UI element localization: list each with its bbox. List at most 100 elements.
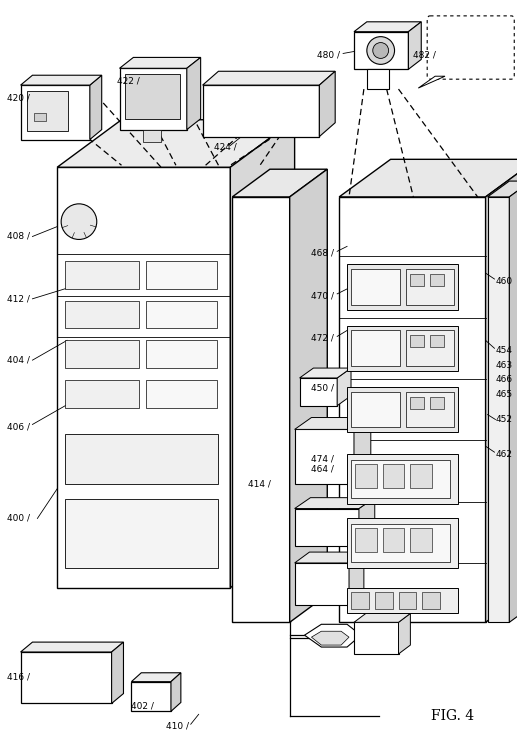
- Text: 400 /: 400 /: [7, 514, 30, 523]
- Bar: [410, 396, 424, 408]
- Polygon shape: [230, 120, 295, 588]
- Polygon shape: [120, 58, 201, 68]
- Text: 460: 460: [496, 277, 513, 286]
- Polygon shape: [418, 76, 445, 88]
- Bar: [146, 301, 217, 328]
- Polygon shape: [354, 613, 410, 622]
- Bar: [410, 274, 424, 286]
- Bar: [300, 378, 337, 405]
- Polygon shape: [300, 368, 351, 378]
- Text: 420 /: 420 /: [7, 94, 30, 102]
- Bar: [65, 261, 139, 289]
- Bar: [295, 509, 359, 546]
- Polygon shape: [339, 159, 520, 197]
- Polygon shape: [112, 642, 123, 703]
- Text: 454: 454: [496, 346, 512, 355]
- Bar: [144, 129, 161, 141]
- Bar: [383, 464, 405, 488]
- Polygon shape: [295, 417, 371, 429]
- Polygon shape: [57, 120, 295, 168]
- Bar: [146, 340, 217, 368]
- Text: 422 /: 422 /: [116, 76, 139, 86]
- Bar: [422, 592, 440, 610]
- Bar: [65, 435, 218, 484]
- Bar: [347, 518, 458, 568]
- Bar: [354, 622, 398, 654]
- Text: 468 /: 468 /: [311, 249, 334, 258]
- Bar: [410, 464, 432, 488]
- Text: 408 /: 408 /: [7, 232, 30, 241]
- Bar: [430, 335, 444, 347]
- Bar: [347, 387, 458, 432]
- Polygon shape: [295, 552, 364, 563]
- Text: 410 /: 410 /: [166, 722, 189, 731]
- Bar: [430, 396, 444, 408]
- Polygon shape: [488, 181, 520, 197]
- Text: 466: 466: [496, 375, 513, 384]
- Polygon shape: [337, 368, 351, 405]
- Circle shape: [367, 37, 395, 64]
- Bar: [203, 85, 319, 137]
- Text: 424 /: 424 /: [214, 143, 237, 152]
- Bar: [355, 528, 376, 552]
- Bar: [57, 168, 230, 588]
- Polygon shape: [509, 181, 520, 622]
- Bar: [347, 454, 458, 503]
- Bar: [351, 460, 450, 497]
- Bar: [351, 331, 400, 366]
- Bar: [146, 261, 217, 289]
- Text: 462: 462: [496, 450, 512, 459]
- Bar: [34, 113, 46, 120]
- Polygon shape: [349, 552, 364, 604]
- FancyBboxPatch shape: [427, 16, 514, 79]
- Text: 482 /: 482 /: [413, 51, 436, 60]
- Polygon shape: [354, 417, 371, 484]
- Polygon shape: [290, 169, 327, 622]
- Bar: [410, 528, 432, 552]
- Bar: [65, 499, 218, 568]
- Polygon shape: [311, 631, 349, 645]
- Polygon shape: [21, 642, 123, 652]
- Bar: [410, 335, 424, 347]
- Bar: [351, 592, 369, 610]
- Bar: [132, 681, 171, 711]
- Text: FIG. 4: FIG. 4: [432, 709, 474, 723]
- Polygon shape: [359, 497, 375, 546]
- Bar: [295, 563, 349, 604]
- Text: 472 /: 472 /: [311, 334, 334, 343]
- Bar: [351, 269, 400, 304]
- Circle shape: [61, 204, 97, 239]
- Bar: [146, 380, 217, 408]
- Text: 480 /: 480 /: [317, 51, 341, 60]
- Polygon shape: [408, 22, 421, 70]
- Bar: [351, 524, 450, 562]
- Polygon shape: [171, 672, 181, 711]
- Polygon shape: [187, 58, 201, 129]
- Bar: [375, 592, 393, 610]
- Bar: [407, 269, 454, 304]
- Bar: [355, 464, 376, 488]
- Bar: [354, 31, 408, 70]
- Bar: [27, 91, 68, 131]
- Polygon shape: [232, 169, 327, 197]
- Text: 414 /: 414 /: [248, 479, 271, 488]
- Bar: [488, 197, 509, 622]
- Text: 450 /: 450 /: [311, 384, 334, 393]
- Text: 404 /: 404 /: [7, 355, 30, 364]
- Bar: [21, 652, 112, 703]
- Bar: [367, 70, 388, 89]
- Polygon shape: [295, 497, 375, 509]
- Text: 416 /: 416 /: [7, 672, 30, 681]
- Text: 465: 465: [496, 390, 513, 399]
- Bar: [351, 392, 400, 427]
- Bar: [347, 325, 458, 371]
- Polygon shape: [354, 22, 421, 31]
- Text: 402 /: 402 /: [132, 702, 154, 711]
- Polygon shape: [90, 76, 102, 140]
- Bar: [383, 528, 405, 552]
- Bar: [347, 588, 458, 613]
- Text: 463: 463: [496, 361, 513, 370]
- Bar: [339, 197, 486, 622]
- Text: 464 /: 464 /: [311, 465, 334, 473]
- Polygon shape: [203, 71, 335, 85]
